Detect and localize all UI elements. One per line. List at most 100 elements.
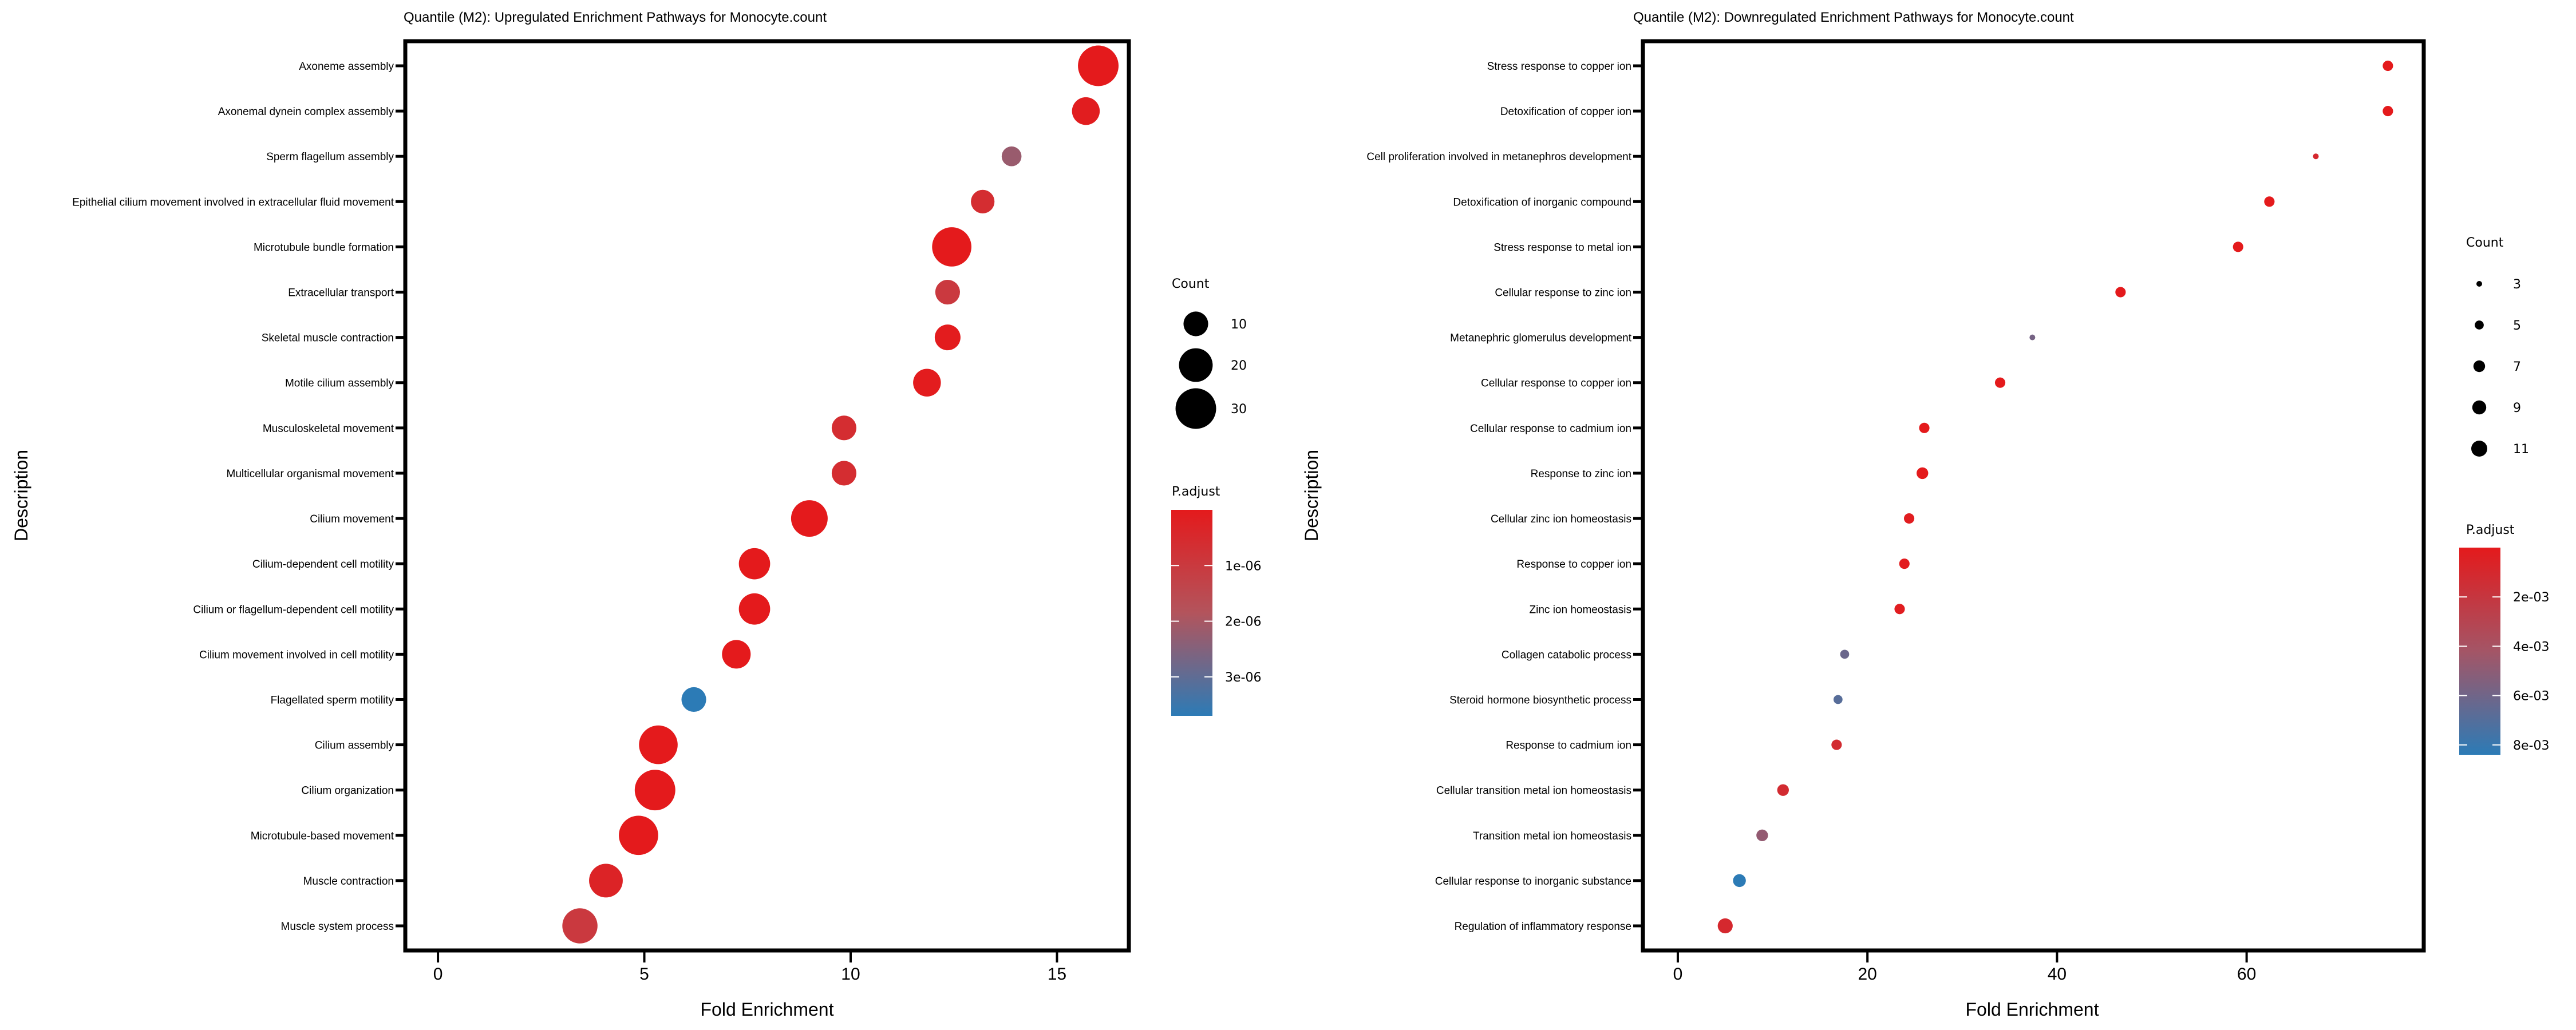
size-legend-label: 9 — [2513, 401, 2521, 415]
panel-upregulated: Quantile (M2): Upregulated Enrichment Pa… — [11, 10, 1261, 1020]
y-tick-label: Cilium assembly — [315, 740, 394, 752]
data-point — [2264, 196, 2275, 207]
y-tick-label: Musculoskeletal movement — [263, 423, 394, 435]
y-tick-label: Transition metal ion homeostasis — [1473, 830, 1631, 842]
data-point — [1717, 918, 1733, 934]
y-axis-title: Description — [11, 450, 31, 541]
color-legend-label: 3e-06 — [1225, 671, 1261, 685]
data-point — [1903, 513, 1915, 524]
color-bar — [2459, 548, 2500, 755]
data-point — [738, 593, 771, 625]
y-tick-label: Epithelial cilium movement involved in e… — [72, 196, 394, 208]
size-legend-key — [1179, 348, 1213, 382]
data-point — [831, 415, 857, 441]
data-point — [1894, 604, 1905, 615]
data-point — [1919, 422, 1930, 433]
size-legend-key — [1175, 388, 1216, 429]
y-tick-label: Axonemal dynein complex assembly — [218, 106, 394, 118]
x-tick-label: 40 — [2048, 965, 2067, 984]
data-points — [562, 45, 1119, 944]
y-tick-labels: Stress response to copper ion Detoxificat… — [1366, 61, 1642, 933]
y-tick-label: Detoxification of copper ion — [1500, 106, 1631, 118]
data-point — [791, 500, 828, 537]
data-point — [1994, 377, 2006, 388]
x-axis-title: Fold Enrichment — [701, 999, 834, 1020]
data-points — [1717, 60, 2393, 934]
data-point — [1777, 784, 1789, 796]
color-legend-label: 2e-06 — [1225, 615, 1261, 629]
size-legend-label: 7 — [2513, 360, 2521, 374]
color-legend-label: 6e-03 — [2513, 690, 2549, 704]
data-point — [722, 640, 751, 669]
chart-title: Quantile (M2): Downregulated Enrichment … — [1633, 10, 2074, 25]
color-legend-label: 4e-03 — [2513, 640, 2549, 654]
x-ticks: 0 20 40 60 — [1673, 952, 2256, 984]
y-tick-label: Flagellated sperm motility — [271, 694, 394, 706]
data-point — [1756, 829, 1768, 841]
color-legend: P.adjust 2e-03 4e-03 6e-03 8e-03 — [2459, 523, 2549, 755]
y-axis-title: Description — [1301, 450, 1322, 541]
data-point — [1001, 146, 1022, 167]
x-tick-label: 60 — [2237, 965, 2256, 984]
y-tick-label: Sperm flagellum assembly — [266, 151, 394, 163]
y-tick-label: Collagen catabolic process — [1502, 649, 1631, 661]
y-tick-label: Axoneme assembly — [299, 61, 394, 73]
y-tick-label: Cilium organization — [301, 785, 394, 797]
y-tick-label: Microtubule-based movement — [251, 830, 394, 842]
data-point — [2383, 60, 2393, 72]
y-tick-label: Zinc ion homeostasis — [1530, 604, 1631, 616]
data-point — [934, 324, 961, 351]
size-legend-title: Count — [1172, 277, 1210, 291]
data-point — [589, 863, 623, 898]
size-legend-key — [2473, 360, 2486, 373]
data-point — [971, 189, 995, 213]
x-tick-label: 20 — [1858, 965, 1876, 984]
data-point — [831, 461, 857, 486]
x-tick-label: 0 — [433, 965, 443, 984]
plot-frame — [403, 39, 1131, 953]
data-point — [935, 279, 960, 305]
x-tick-label: 10 — [841, 965, 860, 984]
x-ticks: 0 5 10 15 — [433, 952, 1066, 984]
data-point — [2233, 241, 2243, 252]
y-tick-label: Response to copper ion — [1516, 558, 1631, 571]
data-point — [1831, 739, 1842, 750]
y-tick-label: Cellular response to inorganic substance — [1435, 876, 1631, 888]
x-tick-label: 5 — [639, 965, 649, 984]
data-point — [738, 548, 771, 580]
size-legend-label: 10 — [1231, 318, 1247, 332]
y-tick-label: Cilium-dependent cell motility — [252, 558, 394, 571]
data-point — [619, 815, 658, 855]
color-legend-label: 8e-03 — [2513, 739, 2549, 753]
y-tick-label: Muscle contraction — [303, 876, 394, 888]
y-tick-labels: Axoneme assembly Axonemal dynein complex … — [72, 61, 404, 933]
size-legend-label: 11 — [2513, 442, 2529, 457]
plot-frame — [1641, 39, 2426, 953]
data-point — [1917, 467, 1929, 480]
y-tick-label: Cellular transition metal ion homeostasi… — [1436, 785, 1631, 797]
data-point — [2115, 287, 2126, 298]
data-point — [1072, 97, 1100, 125]
y-tick-label: Cellular response to zinc ion — [1495, 287, 1631, 299]
x-tick-label: 15 — [1048, 965, 1066, 984]
size-legend-key — [2471, 441, 2487, 457]
data-point — [2383, 106, 2393, 117]
size-legend: Count 10 20 30 — [1172, 277, 1247, 429]
data-point — [1733, 874, 1746, 888]
data-point — [1840, 649, 1850, 659]
data-point — [1078, 45, 1119, 86]
y-tick-label: Motile cilium assembly — [285, 378, 394, 390]
y-tick-label: Multicellular organismal movement — [227, 468, 394, 480]
color-bar — [1171, 510, 1212, 716]
data-point — [639, 725, 678, 764]
y-tick-label: Stress response to metal ion — [1494, 241, 1631, 253]
size-legend-label: 30 — [1231, 402, 1247, 417]
data-point — [913, 369, 941, 397]
size-legend-key — [2472, 400, 2487, 415]
data-point — [2029, 334, 2036, 340]
y-tick-label: Steroid hormone biosynthetic process — [1449, 694, 1631, 706]
y-tick-label: Cilium or flagellum-dependent cell motil… — [193, 604, 394, 616]
size-legend: Count 3 5 7 9 11 — [2466, 236, 2529, 457]
size-legend-label: 3 — [2513, 278, 2521, 292]
